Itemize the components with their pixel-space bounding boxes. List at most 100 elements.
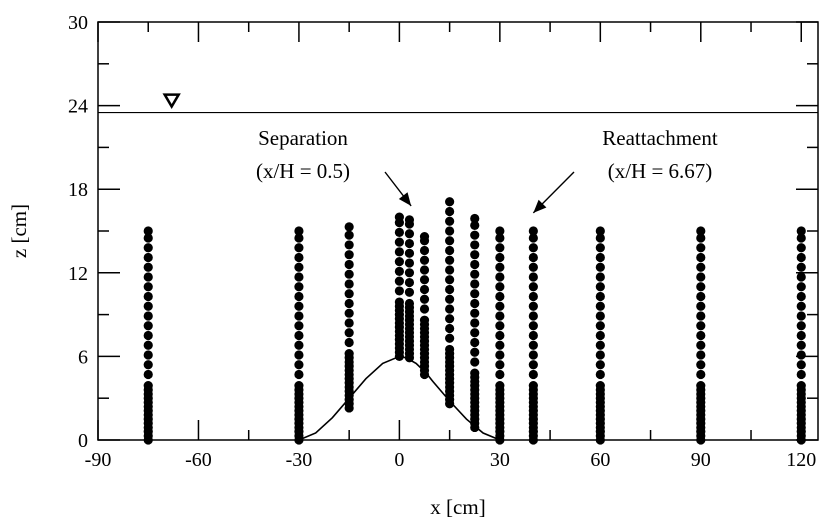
annotation-text: Reattachment xyxy=(602,126,718,150)
data-point xyxy=(419,255,430,265)
data-point xyxy=(445,294,455,304)
profile-column xyxy=(595,226,605,445)
data-point xyxy=(528,340,538,350)
data-point xyxy=(528,311,538,321)
data-point xyxy=(470,357,480,367)
x-tick-label: 90 xyxy=(691,449,711,471)
data-point xyxy=(470,308,480,318)
data-point xyxy=(595,262,605,272)
x-tick-label: 60 xyxy=(590,449,610,471)
data-point xyxy=(595,272,605,282)
data-point xyxy=(796,272,806,282)
profile-column xyxy=(528,226,538,445)
profile-column xyxy=(696,226,706,445)
data-point xyxy=(528,262,538,272)
water-level-marker xyxy=(162,93,181,110)
data-point xyxy=(445,323,455,334)
data-point xyxy=(404,248,415,258)
y-axis-label: z [cm] xyxy=(7,204,31,258)
data-point xyxy=(470,220,480,231)
x-axis-label: x [cm] xyxy=(430,495,485,519)
data-point xyxy=(595,330,605,341)
y-tick-label: 24 xyxy=(68,96,88,118)
data-point xyxy=(495,321,505,331)
data-point xyxy=(595,226,605,236)
data-point xyxy=(470,337,480,348)
data-point xyxy=(528,350,538,360)
data-point xyxy=(696,350,706,360)
data-point xyxy=(344,289,354,299)
data-point xyxy=(404,215,415,225)
data-point xyxy=(495,252,505,263)
data-point xyxy=(344,308,354,318)
data-point xyxy=(143,233,153,243)
data-point xyxy=(404,287,415,297)
data-point xyxy=(143,369,153,380)
data-point xyxy=(445,314,455,324)
data-point xyxy=(528,272,538,282)
x-tick-label: -30 xyxy=(286,449,313,471)
data-point xyxy=(294,340,304,350)
y-tick-label: 0 xyxy=(78,430,88,452)
data-point xyxy=(528,282,538,292)
data-point xyxy=(445,344,455,355)
data-point xyxy=(595,340,605,350)
data-point xyxy=(143,330,153,341)
data-point xyxy=(495,369,505,380)
data-point xyxy=(796,369,806,380)
data-point xyxy=(344,298,354,309)
data-point xyxy=(595,350,605,360)
data-point xyxy=(696,381,706,391)
data-point xyxy=(595,301,605,311)
arrow-head xyxy=(533,199,547,213)
data-point xyxy=(495,226,505,236)
data-point xyxy=(495,243,505,253)
data-point xyxy=(796,381,806,391)
data-point xyxy=(344,259,354,270)
data-point xyxy=(796,301,806,311)
data-point xyxy=(595,321,605,331)
data-point xyxy=(344,349,354,359)
data-point xyxy=(445,275,455,285)
data-point xyxy=(404,229,415,239)
data-point xyxy=(143,291,153,302)
data-point xyxy=(143,321,153,331)
annotation-text: Separation xyxy=(258,126,348,150)
data-point xyxy=(470,230,480,240)
plot-frame xyxy=(97,21,819,441)
data-point xyxy=(696,282,706,292)
data-point xyxy=(344,222,354,232)
y-tick-label: 12 xyxy=(68,263,88,285)
data-point xyxy=(528,330,538,341)
data-point xyxy=(143,381,153,391)
data-point xyxy=(528,321,538,331)
data-point xyxy=(696,360,706,370)
profile-column xyxy=(394,212,404,361)
data-point xyxy=(294,360,304,370)
annotations: Separation (x/H = 0.5) Reattachment (x/H = … xyxy=(256,126,718,214)
data-point xyxy=(495,381,505,391)
data-point xyxy=(143,340,153,350)
data-point xyxy=(495,282,505,292)
data-point xyxy=(419,304,430,314)
data-point xyxy=(394,237,404,247)
annotation-text: (x/H = 6.67) xyxy=(608,159,713,183)
data-point xyxy=(696,243,706,253)
y-tick-label: 6 xyxy=(78,346,88,368)
data-point xyxy=(470,213,480,224)
data-point xyxy=(404,258,415,268)
data-point xyxy=(344,240,354,250)
data-point xyxy=(294,282,304,292)
data-point xyxy=(344,337,354,348)
data-point xyxy=(394,212,404,222)
data-point xyxy=(796,243,806,253)
data-point xyxy=(394,227,404,237)
data-point xyxy=(495,330,505,341)
profile-column xyxy=(404,215,415,363)
data-point xyxy=(294,233,304,243)
data-point xyxy=(495,233,505,243)
tick-marks xyxy=(97,21,818,441)
data-point xyxy=(394,247,404,257)
data-point xyxy=(294,243,304,253)
